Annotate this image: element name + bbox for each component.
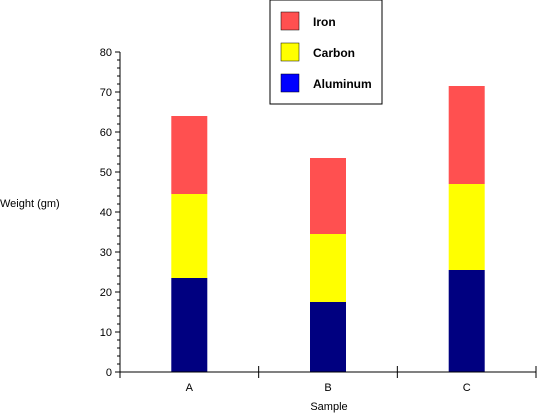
legend-swatch-carbon xyxy=(280,42,300,62)
y-tick-label: 70 xyxy=(100,87,112,99)
legend-swatch-iron xyxy=(280,11,300,31)
legend-swatch-aluminum xyxy=(280,73,300,93)
bar-carbon-b xyxy=(310,234,346,302)
legend-label-aluminum: Aluminum xyxy=(313,77,372,91)
bars-layer xyxy=(171,86,485,372)
x-axis-title: Sample xyxy=(310,401,347,413)
y-tick-label: 10 xyxy=(100,327,112,339)
y-tick-label: 50 xyxy=(100,167,112,179)
x-tick-label: A xyxy=(186,382,194,394)
y-tick-label: 0 xyxy=(106,367,112,379)
bar-iron-c xyxy=(448,86,485,184)
bar-iron-a xyxy=(171,116,208,194)
y-tick-label: 80 xyxy=(100,47,112,59)
bar-carbon-a xyxy=(171,194,208,278)
y-tick-label: 60 xyxy=(100,127,112,139)
y-ticks: 0 10 20 30 40 50 60 70 80 xyxy=(100,47,120,379)
y-tick-label: 30 xyxy=(100,247,112,259)
x-tick-label: C xyxy=(463,382,471,394)
bar-carbon-c xyxy=(448,184,485,270)
bar-aluminum-b xyxy=(310,302,346,372)
y-tick-label: 40 xyxy=(100,207,112,219)
legend-label-carbon: Carbon xyxy=(313,46,355,60)
legend-label-iron: Iron xyxy=(313,15,336,29)
bar-iron-b xyxy=(310,158,346,234)
bar-aluminum-c xyxy=(448,270,485,372)
bar-aluminum-a xyxy=(171,278,208,372)
legend: Iron Carbon Aluminum xyxy=(269,0,383,105)
y-tick-label: 20 xyxy=(100,287,112,299)
x-tick-label: B xyxy=(324,382,331,394)
y-axis-title: Weight (gm) xyxy=(0,198,60,210)
x-ticks: A B C xyxy=(119,366,537,394)
legend-items: Iron Carbon Aluminum xyxy=(280,11,372,93)
